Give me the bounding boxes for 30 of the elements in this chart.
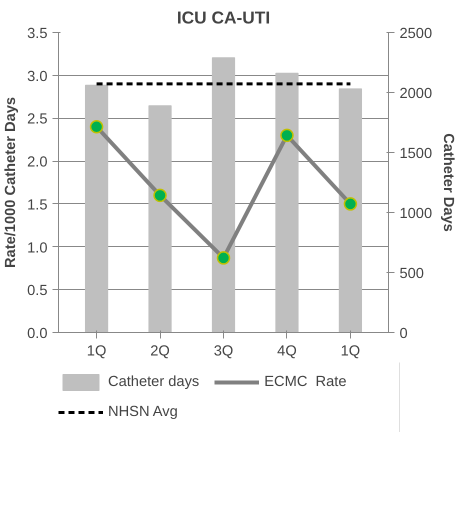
y2-tick-label: 0: [400, 326, 408, 342]
y-tick-label: 1.5: [27, 197, 48, 214]
legend-label: NHSN Avg: [108, 404, 178, 420]
y2-tick-label: 500: [400, 266, 424, 282]
y-tick-label: 1.0: [27, 240, 48, 256]
bar: [212, 57, 236, 332]
y-tick-label: 2.0: [27, 154, 48, 171]
y2-tick-label: 1000: [400, 206, 432, 222]
y-tick-label: 3.5: [27, 26, 48, 42]
y2-tick-label: 2000: [400, 86, 432, 102]
x-tick-label: 1Q: [340, 344, 360, 360]
y-tick-label: 2.5: [27, 112, 48, 128]
bar: [275, 72, 299, 332]
y2-tick-label: 2500: [400, 26, 432, 42]
y-axis-title: Rate/1000 Catheter Days: [3, 96, 20, 268]
x-tick-label: 3Q: [214, 344, 234, 360]
x-tick-label: 4Q: [277, 344, 297, 360]
chart-title: ICU CA-UTI: [176, 8, 270, 28]
bar: [84, 84, 108, 332]
x-tick-label: 1Q: [86, 344, 106, 360]
y-tick-label: 0.0: [27, 326, 48, 342]
legend-label: Catheter days: [108, 374, 200, 390]
bar: [148, 105, 172, 332]
x-tick-label: 2Q: [150, 344, 170, 360]
y2-axis-title: Catheter Days: [440, 133, 456, 232]
y2-tick-label: 1500: [400, 146, 432, 162]
legend-label: ECMC Rate: [264, 374, 347, 390]
y-tick-label: 3.0: [27, 68, 48, 85]
y-tick-label: 0.5: [27, 283, 48, 300]
bar: [338, 88, 362, 332]
